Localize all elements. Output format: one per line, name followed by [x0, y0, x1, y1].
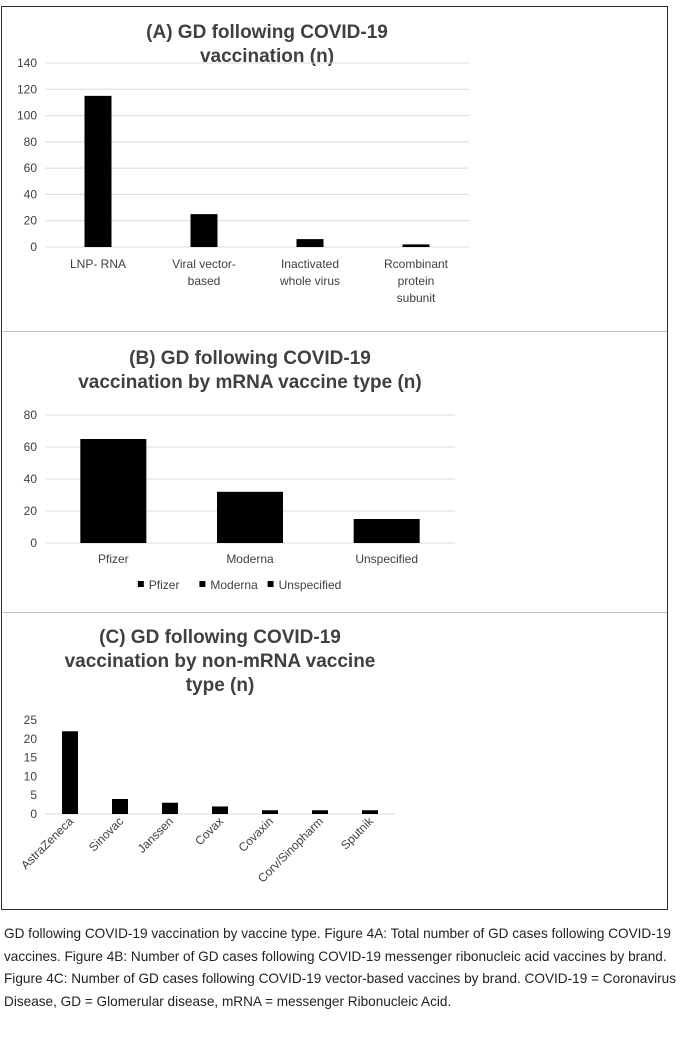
bar — [212, 806, 228, 814]
category-label: Viral vector- — [172, 257, 236, 271]
category-label: Moderna — [226, 552, 274, 566]
chart-a: (A) GD following COVID-19 vaccination (n)… — [17, 22, 469, 305]
legend-marker — [199, 581, 206, 587]
legend-marker — [267, 581, 274, 587]
category-label: subunit — [397, 291, 436, 305]
bar — [296, 239, 324, 247]
category-label: protein — [398, 274, 435, 288]
panel-divider — [3, 331, 667, 332]
chart-title: (C) GD following COVID-19 — [99, 627, 341, 648]
bar — [190, 214, 218, 247]
bar — [84, 95, 112, 247]
y-tick-label: 20 — [24, 214, 38, 228]
legend-label: Moderna — [210, 578, 258, 592]
y-tick-label: 60 — [24, 440, 38, 454]
category-label: Sinovac — [86, 814, 126, 854]
y-tick-label: 5 — [30, 788, 37, 802]
figure-frame — [1, 6, 668, 910]
category-label: Rcombinant — [384, 257, 449, 271]
bar — [312, 810, 328, 814]
bar — [112, 798, 128, 814]
category-label: LNP- RNA — [70, 257, 126, 271]
category-label: Sputnik — [338, 814, 377, 853]
chart-b: (B) GD following COVID-19 vaccination by … — [24, 348, 455, 592]
category-label: Covax — [192, 814, 226, 848]
category-label: Inactivated — [281, 257, 339, 271]
legend-label: Unspecified — [279, 578, 342, 592]
category-label: AstraZeneca — [18, 814, 76, 872]
bar — [362, 810, 378, 814]
figure-caption: GD following COVID-19 vaccination by vac… — [4, 926, 677, 1009]
y-tick-label: 40 — [24, 472, 38, 486]
y-tick-label: 80 — [24, 408, 38, 422]
bar — [402, 244, 430, 247]
y-tick-label: 25 — [24, 713, 38, 727]
bar — [62, 731, 78, 814]
bar — [80, 439, 147, 543]
y-tick-label: 100 — [17, 109, 37, 123]
y-tick-label: 20 — [24, 504, 38, 518]
chart-title: (B) GD following COVID-19 — [129, 348, 371, 369]
chart-title: vaccination (n) — [200, 46, 334, 67]
category-label: Covaxin — [236, 814, 277, 855]
category-label: Pfizer — [98, 552, 129, 566]
chart-title: type (n) — [186, 675, 255, 696]
chart-title: vaccination by non-mRNA vaccine — [65, 651, 376, 672]
y-tick-label: 80 — [24, 135, 38, 149]
category-label: Unspecified — [355, 552, 418, 566]
panel-divider — [3, 612, 667, 613]
y-tick-label: 120 — [17, 82, 37, 96]
chart-title: (A) GD following COVID-19 — [146, 22, 388, 43]
y-tick-label: 10 — [24, 769, 38, 783]
chart-title: vaccination by mRNA vaccine type (n) — [78, 372, 422, 393]
y-tick-label: 0 — [30, 807, 37, 821]
y-tick-label: 40 — [24, 187, 38, 201]
bar — [217, 491, 283, 543]
y-tick-label: 20 — [24, 732, 38, 746]
bar — [353, 519, 420, 543]
y-tick-label: 140 — [17, 56, 37, 70]
legend-marker — [137, 581, 144, 587]
y-tick-label: 0 — [30, 536, 37, 550]
y-tick-label: 15 — [24, 751, 38, 765]
legend-label: Pfizer — [149, 578, 180, 592]
y-tick-label: 0 — [30, 240, 37, 254]
category-label: based — [188, 274, 221, 288]
bar — [162, 802, 178, 814]
y-tick-label: 60 — [24, 161, 38, 175]
chart-c: (C) GD following COVID-19 vaccination by … — [18, 627, 395, 885]
category-label: Janssen — [135, 814, 177, 856]
bar — [262, 810, 278, 814]
category-label: whole virus — [279, 274, 340, 288]
